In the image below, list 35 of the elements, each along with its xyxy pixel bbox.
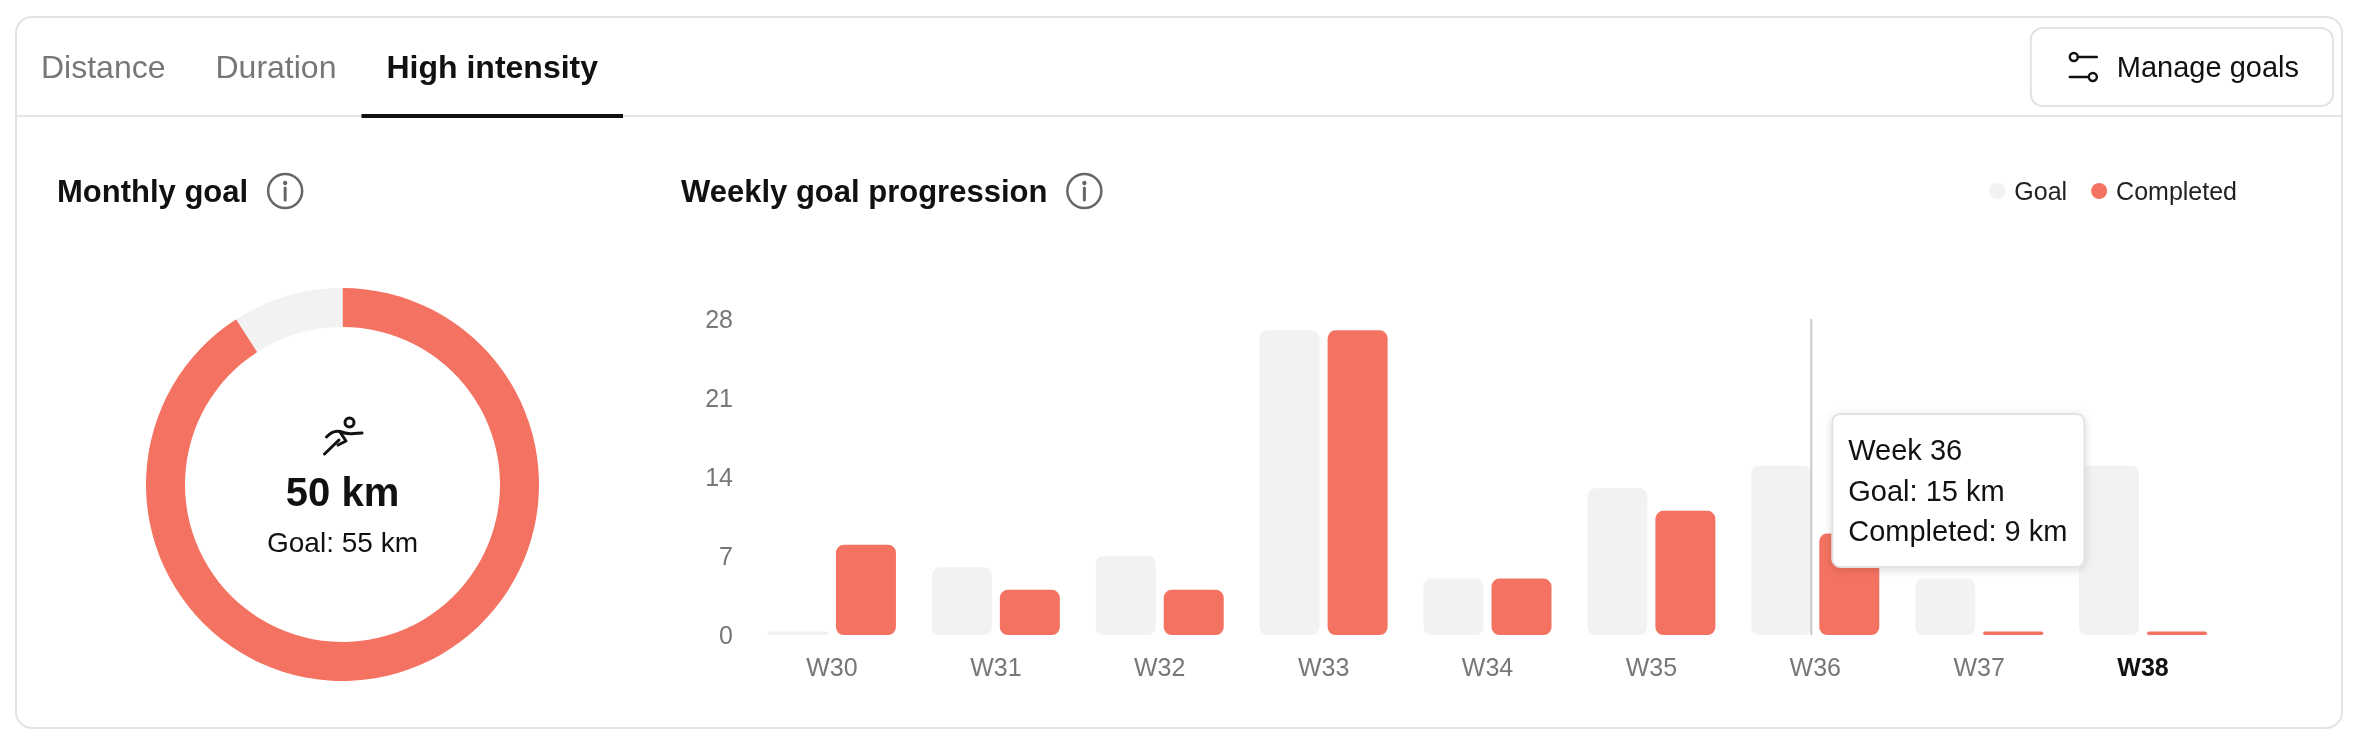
donut-slice — [146, 288, 539, 681]
text: 50 km — [285, 470, 400, 514]
x-tick-label: W31 — [970, 653, 1022, 681]
bar — [1655, 510, 1716, 635]
bar — [1491, 578, 1552, 635]
x-tick-label: W33 — [1297, 653, 1350, 681]
x-tick-label: W32 — [1134, 653, 1186, 681]
text: Manage goals — [2116, 51, 2299, 83]
bar — [835, 544, 896, 635]
bar — [1163, 589, 1224, 635]
y-tick-label: 7 — [719, 542, 733, 570]
text: Duration — [215, 49, 337, 85]
legend-label: Goal — [2014, 177, 2068, 205]
legend-label: Completed — [2116, 177, 2238, 205]
bar — [1327, 330, 1388, 635]
x-tick-label: W34 — [1461, 653, 1514, 681]
x-tick-label: W37 — [1953, 653, 2005, 681]
y-tick-label: 28 — [705, 305, 733, 333]
x-tick-label: W38 — [2117, 653, 2169, 681]
chart-title: Monthly goal — [57, 173, 249, 209]
x-tick-label: W30 — [806, 653, 858, 681]
x-tick-label: W35 — [1625, 653, 1678, 681]
bar — [999, 589, 1060, 635]
y-tick-label: 0 — [719, 621, 733, 649]
text: Goal: 55 km — [267, 526, 418, 558]
x-tick-label: W36 — [1789, 653, 1841, 681]
bar — [1751, 465, 1812, 635]
bar — [2079, 465, 2140, 635]
y-tick-label: 21 — [705, 384, 733, 412]
y-tick-label: 14 — [705, 463, 734, 491]
donut-slice — [236, 288, 343, 353]
text: High intensity — [386, 49, 599, 85]
chart-title: Weekly goal progression — [681, 173, 1048, 209]
annotation: Week 36 Goal: 15 km Completed: 9 km — [1848, 434, 2068, 547]
text: Distance — [41, 49, 166, 85]
